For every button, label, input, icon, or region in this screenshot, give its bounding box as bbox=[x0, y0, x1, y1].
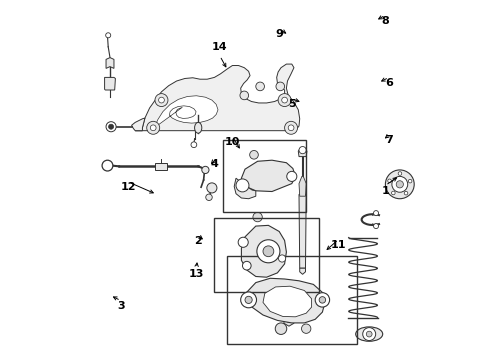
Polygon shape bbox=[299, 176, 306, 196]
Text: 9: 9 bbox=[275, 29, 283, 39]
Polygon shape bbox=[132, 118, 145, 131]
Circle shape bbox=[147, 121, 160, 134]
Circle shape bbox=[363, 328, 376, 341]
Circle shape bbox=[150, 125, 156, 131]
Circle shape bbox=[241, 292, 257, 308]
Text: 6: 6 bbox=[385, 78, 393, 88]
Circle shape bbox=[278, 94, 291, 107]
Circle shape bbox=[206, 194, 212, 201]
Text: 3: 3 bbox=[117, 301, 124, 311]
Circle shape bbox=[287, 318, 291, 323]
Polygon shape bbox=[135, 64, 300, 131]
Circle shape bbox=[285, 121, 297, 134]
Circle shape bbox=[398, 172, 402, 175]
Circle shape bbox=[106, 122, 116, 132]
Polygon shape bbox=[104, 77, 116, 90]
Circle shape bbox=[278, 255, 286, 262]
Circle shape bbox=[319, 297, 326, 303]
Polygon shape bbox=[299, 194, 306, 268]
Circle shape bbox=[245, 296, 252, 303]
Circle shape bbox=[276, 82, 285, 91]
Polygon shape bbox=[242, 225, 286, 277]
Circle shape bbox=[404, 192, 408, 195]
Circle shape bbox=[238, 237, 248, 247]
Circle shape bbox=[207, 183, 217, 193]
Polygon shape bbox=[154, 96, 218, 128]
Circle shape bbox=[106, 33, 111, 38]
Circle shape bbox=[191, 142, 197, 148]
Circle shape bbox=[240, 91, 248, 100]
Circle shape bbox=[253, 212, 262, 222]
Text: 4: 4 bbox=[211, 159, 219, 169]
Bar bbox=[223, 140, 306, 212]
Circle shape bbox=[392, 191, 395, 195]
Polygon shape bbox=[242, 160, 295, 192]
Text: 11: 11 bbox=[331, 240, 346, 250]
Circle shape bbox=[256, 82, 265, 91]
Polygon shape bbox=[300, 268, 305, 274]
Circle shape bbox=[315, 293, 330, 307]
Circle shape bbox=[388, 179, 392, 183]
Circle shape bbox=[275, 323, 287, 334]
Circle shape bbox=[392, 176, 408, 192]
Circle shape bbox=[243, 261, 251, 270]
Polygon shape bbox=[155, 163, 167, 170]
Circle shape bbox=[373, 224, 379, 229]
Polygon shape bbox=[298, 148, 307, 157]
Circle shape bbox=[263, 246, 274, 257]
Text: 10: 10 bbox=[225, 137, 240, 147]
Circle shape bbox=[408, 179, 412, 183]
Circle shape bbox=[396, 181, 403, 188]
Text: 2: 2 bbox=[195, 236, 202, 246]
Circle shape bbox=[287, 171, 297, 181]
Circle shape bbox=[282, 97, 288, 103]
Circle shape bbox=[367, 331, 372, 337]
Bar bbox=[215, 218, 319, 292]
Text: 8: 8 bbox=[382, 16, 389, 26]
Ellipse shape bbox=[356, 327, 383, 341]
Circle shape bbox=[236, 179, 249, 192]
Polygon shape bbox=[263, 286, 312, 317]
Circle shape bbox=[257, 240, 280, 263]
Circle shape bbox=[109, 124, 114, 129]
Circle shape bbox=[202, 166, 209, 174]
Text: 7: 7 bbox=[385, 135, 393, 145]
Ellipse shape bbox=[195, 122, 202, 133]
Circle shape bbox=[250, 150, 258, 159]
Polygon shape bbox=[234, 178, 256, 199]
Circle shape bbox=[373, 211, 379, 216]
Polygon shape bbox=[106, 58, 114, 68]
Circle shape bbox=[299, 147, 306, 154]
Polygon shape bbox=[284, 315, 294, 326]
Bar bbox=[227, 256, 357, 344]
Text: 14: 14 bbox=[212, 42, 228, 52]
Circle shape bbox=[288, 125, 294, 131]
Circle shape bbox=[301, 324, 311, 333]
Circle shape bbox=[155, 94, 168, 107]
Circle shape bbox=[386, 170, 414, 199]
Text: 12: 12 bbox=[120, 182, 136, 192]
Polygon shape bbox=[245, 278, 325, 323]
Circle shape bbox=[102, 160, 113, 171]
Text: 1: 1 bbox=[382, 186, 389, 196]
Text: 13: 13 bbox=[189, 269, 204, 279]
Text: 5: 5 bbox=[288, 99, 295, 109]
Circle shape bbox=[159, 97, 164, 103]
